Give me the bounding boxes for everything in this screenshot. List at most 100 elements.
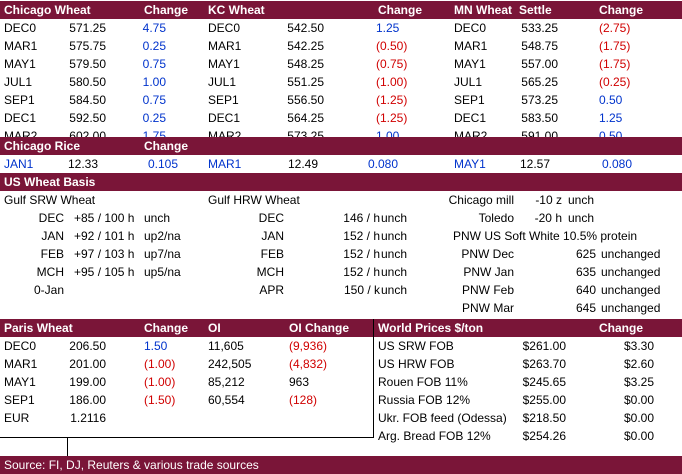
srw-value: +92 / 101 h (74, 229, 135, 243)
mn-month: MAR1 (454, 39, 488, 53)
pnw-title: PNW US Soft White 10.5% protein (453, 229, 638, 243)
srw-status: unch (144, 211, 171, 225)
pnw-month: PNW Jan (463, 265, 514, 279)
pnw-month: PNW Feb (461, 283, 514, 297)
eur-value: 1.2116 (70, 411, 106, 425)
world-price: $263.70 (522, 357, 566, 371)
world-price: $255.00 (522, 393, 566, 407)
paris-month: MAR1 (4, 357, 38, 371)
hrw-value: 146 / h (343, 211, 380, 225)
basis-header: US Wheat Basis (0, 173, 682, 191)
hrw-month: DEC (258, 211, 284, 225)
chicago-change-header: Change (144, 3, 189, 17)
hrw-month: JAN (261, 229, 284, 243)
pnw-month: PNW Mar (462, 301, 514, 315)
world-change: $2.60 (623, 357, 654, 371)
paris-change: (1.00) (144, 375, 176, 389)
kc-change: (0.50) (376, 39, 408, 53)
paris-oi-change: (128) (289, 393, 318, 407)
paris-change-header: Change (144, 321, 189, 335)
srw-month: FEB (40, 247, 64, 261)
kc-price: 551.25 (287, 75, 324, 89)
world-change: $0.00 (623, 393, 654, 407)
mn-month: DEC1 (454, 111, 487, 125)
footer-source: Source: FI, DJ, Reuters & various trade … (4, 458, 259, 472)
chicago-change: 0.75 (142, 57, 166, 71)
world-price: $254.26 (522, 429, 566, 443)
kc-price: 548.25 (287, 57, 324, 71)
pnw-status: unchanged (601, 283, 661, 297)
footer-tick (67, 437, 68, 456)
pnw-status: unchanged (601, 301, 661, 315)
chicago-mill-status: unch (568, 193, 595, 207)
world-price: $245.65 (522, 375, 566, 389)
pnw-status: unchanged (601, 247, 661, 261)
chicago-change: 1.00 (142, 75, 166, 89)
srw-value: +95 / 105 h (74, 265, 135, 279)
kc-price: 556.50 (287, 93, 324, 107)
futures-header: Chicago Wheat Change KC Wheat Change MN … (0, 1, 682, 19)
rice-price: 12.57 (519, 157, 550, 171)
pnw-status: unchanged (601, 265, 661, 279)
hrw-status: unch (381, 283, 408, 297)
chicago-price: 580.50 (69, 75, 106, 89)
pnw-value: 625 (575, 247, 596, 261)
panel-divider (373, 319, 374, 437)
mn-change: (0.25) (599, 75, 631, 89)
mn-month: JUL1 (454, 75, 483, 89)
mn-change: (2.75) (599, 21, 631, 35)
paris-oi-change: 963 (289, 375, 310, 389)
mn-price: 557.00 (521, 57, 558, 71)
pnw-month: PNW Dec (461, 247, 514, 261)
chicago-month: DEC1 (4, 111, 37, 125)
chicago-change: 0.75 (142, 93, 166, 107)
kc-change: (1.00) (376, 75, 408, 89)
world-price: $261.00 (522, 339, 566, 353)
chicago-change: 0.25 (142, 111, 166, 125)
world-name: Ukr. FOB feed (Odessa) (378, 411, 507, 425)
world-name: US SRW FOB (378, 339, 454, 353)
hrw-value: 152 / h (343, 229, 380, 243)
paris-price: 201.00 (69, 357, 106, 371)
mn-price: 583.50 (521, 111, 558, 125)
rice-price: 12.49 (287, 157, 318, 171)
chicago-price: 584.50 (69, 93, 106, 107)
paris-oi: 11,605 (208, 339, 244, 353)
rice-month: JAN1 (4, 157, 34, 171)
paris-price: 206.50 (69, 339, 106, 353)
rice-month: MAY1 (454, 157, 486, 171)
rice-header: Chicago Rice Change (0, 137, 682, 155)
srw-value: +97 / 103 h (74, 247, 135, 261)
kc-change: (1.25) (376, 111, 408, 125)
chicago-price: 571.25 (69, 21, 106, 35)
toledo-status: unch (568, 211, 595, 225)
basis-title: US Wheat Basis (4, 175, 96, 189)
paris-price: 199.00 (69, 375, 106, 389)
hrw-status: unch (381, 247, 408, 261)
hrw-month: MCH (256, 265, 284, 279)
paris-oi: 85,212 (208, 375, 245, 389)
kc-change: (1.25) (376, 93, 408, 107)
gulf-srw-title: Gulf SRW Wheat (4, 193, 96, 207)
kc-change: 1.25 (376, 21, 400, 35)
mn-settle-header: Settle (519, 3, 552, 17)
kc-month: DEC1 (208, 111, 241, 125)
paris-oi: 60,554 (208, 393, 245, 407)
mn-change: 1.25 (599, 111, 623, 125)
panel-bottom-border (0, 437, 374, 438)
rice-title: Chicago Rice (4, 139, 81, 153)
chicago-mill-value: -10 z (535, 193, 562, 207)
kc-wheat-title: KC Wheat (208, 3, 265, 17)
paris-oi: 242,505 (208, 357, 252, 371)
paris-month: DEC0 (4, 339, 37, 353)
world-name: Arg. Bread FOB 12% (378, 429, 491, 443)
kc-price: 564.25 (287, 111, 324, 125)
toledo-value: -20 h (534, 211, 562, 225)
paris-world-header: Paris Wheat Change OI OI Change World Pr… (0, 319, 682, 337)
rice-price: 12.33 (67, 157, 98, 171)
kc-change-header: Change (378, 3, 423, 17)
world-change: $0.00 (623, 429, 654, 443)
mn-price: 565.25 (521, 75, 558, 89)
chicago-price: 592.50 (69, 111, 106, 125)
world-change: $3.30 (623, 339, 654, 353)
